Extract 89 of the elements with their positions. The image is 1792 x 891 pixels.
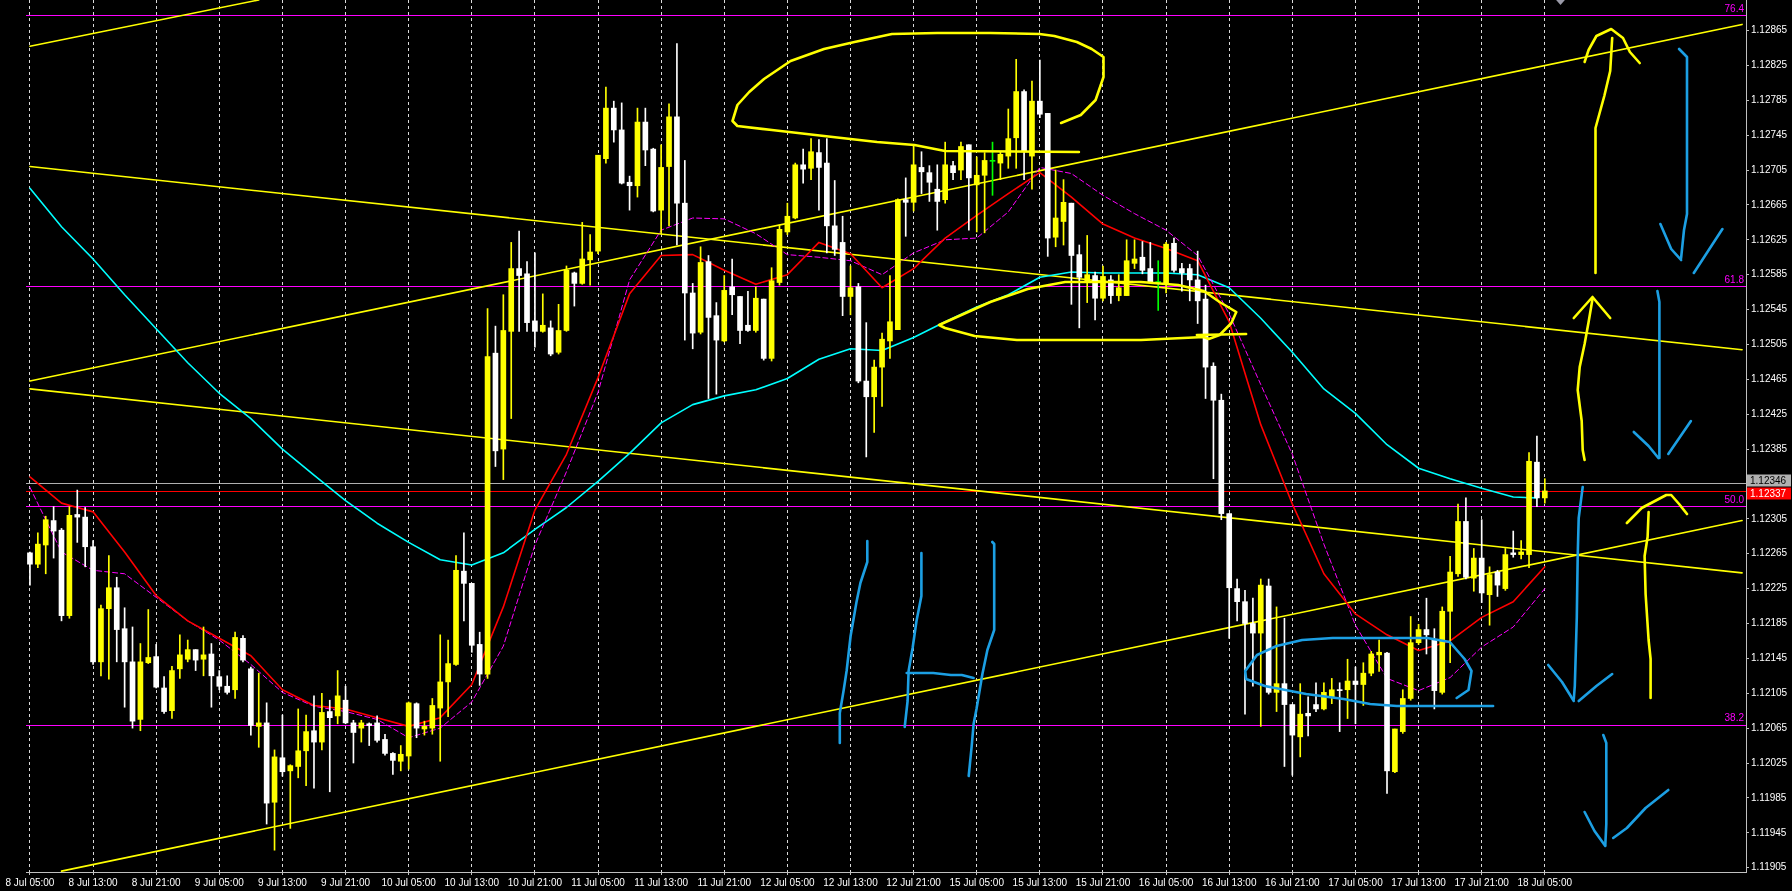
candlestick	[863, 322, 870, 458]
ref-line-label: 1.12346	[1750, 474, 1787, 486]
candlestick	[366, 722, 373, 746]
candlestick	[287, 764, 294, 829]
x-tick-label: 9 Jul 05:00	[194, 876, 245, 888]
x-tick-label: 17 Jul 21:00	[1454, 876, 1510, 888]
y-tick-label: 1.11985	[1751, 791, 1787, 803]
y-tick-label: 1.11905	[1751, 861, 1787, 873]
x-tick-label: 16 Jul 13:00	[1201, 876, 1257, 888]
candlestick	[358, 719, 365, 743]
annotation: 50.0	[1724, 493, 1745, 505]
annotation: 76.4	[1724, 2, 1745, 14]
x-tick-label: 8 Jul 05:00	[5, 876, 55, 888]
y-tick-label: 1.12785	[1751, 94, 1788, 106]
candlestick	[1084, 235, 1091, 303]
candlestick	[445, 639, 451, 718]
ref-line-label: 1.12337	[1750, 487, 1787, 499]
candlestick	[816, 139, 822, 211]
candlestick	[1305, 696, 1311, 737]
candlestick	[887, 275, 893, 359]
y-tick-label: 1.12065	[1751, 721, 1788, 733]
x-tick-label: 8 Jul 21:00	[131, 876, 182, 888]
x-tick-label: 12 Jul 05:00	[760, 876, 816, 888]
x-tick-label: 9 Jul 13:00	[257, 876, 308, 888]
y-tick-label: 1.12185	[1751, 617, 1788, 629]
x-tick-label: 9 Jul 21:00	[321, 876, 371, 888]
x-tick-label: 16 Jul 21:00	[1265, 876, 1321, 888]
y-tick-label: 1.12305	[1751, 512, 1788, 524]
x-tick-label: 18 Jul 05:00	[1517, 876, 1573, 888]
x-tick-label: 11 Jul 13:00	[634, 876, 689, 888]
y-tick-label: 1.12825	[1751, 59, 1788, 71]
candlestick	[587, 234, 593, 286]
y-tick-label: 1.12265	[1751, 547, 1788, 559]
x-tick-label: 16 Jul 05:00	[1138, 876, 1194, 888]
candlestick	[934, 164, 941, 231]
x-tick-label: 12 Jul 13:00	[823, 876, 879, 888]
candlestick	[1518, 540, 1524, 560]
candlestick	[74, 489, 81, 543]
x-tick-label: 17 Jul 05:00	[1328, 876, 1384, 888]
x-tick-label: 15 Jul 21:00	[1075, 876, 1131, 888]
y-tick-label: 1.12465	[1751, 373, 1788, 385]
y-tick-label: 1.12865	[1751, 24, 1788, 36]
candlestick	[326, 699, 333, 793]
candlestick	[902, 177, 909, 237]
candlestick	[106, 555, 112, 680]
y-tick-label: 1.12025	[1751, 756, 1788, 768]
y-tick-label: 1.12505	[1751, 338, 1788, 350]
x-tick-label: 11 Jul 05:00	[571, 876, 626, 888]
y-tick-label: 1.12745	[1751, 128, 1788, 140]
x-tick-label: 10 Jul 05:00	[381, 876, 437, 888]
x-tick-label: 17 Jul 13:00	[1391, 876, 1447, 888]
candlestick	[800, 148, 806, 184]
y-tick-label: 1.12705	[1751, 163, 1788, 175]
candlestick	[1336, 682, 1343, 732]
candlestick	[145, 609, 152, 664]
candlestick	[255, 672, 262, 748]
candlestick	[1179, 263, 1185, 292]
y-tick-label: 1.11945	[1751, 826, 1787, 838]
candlestick	[1037, 59, 1043, 119]
y-tick-label: 1.12545	[1751, 303, 1788, 315]
y-tick-label: 1.12425	[1751, 407, 1788, 419]
y-tick-label: 1.12585	[1751, 268, 1788, 280]
x-tick-label: 11 Jul 21:00	[697, 876, 752, 888]
x-tick-label: 8 Jul 13:00	[68, 876, 118, 888]
candlestick	[745, 290, 751, 332]
candlestick	[516, 230, 522, 332]
candlestick	[295, 708, 302, 779]
annotation: 61.8	[1724, 273, 1745, 285]
x-tick-label: 10 Jul 13:00	[444, 876, 500, 888]
candlestick	[539, 293, 546, 333]
candlestick	[1313, 682, 1319, 712]
candlestick	[973, 156, 980, 233]
candlestick	[311, 695, 317, 789]
y-tick-label: 1.12385	[1751, 442, 1788, 454]
x-tick-label: 15 Jul 13:00	[1012, 876, 1068, 888]
x-tick-label: 12 Jul 21:00	[886, 876, 942, 888]
y-tick-label: 1.12105	[1751, 686, 1788, 698]
x-tick-label: 15 Jul 05:00	[949, 876, 1005, 888]
annotation: 38.2	[1724, 712, 1745, 724]
candlestick	[1250, 597, 1256, 687]
y-tick-label: 1.12625	[1751, 233, 1788, 245]
candlestick	[461, 532, 467, 622]
y-tick-label: 1.12225	[1751, 582, 1788, 594]
candlestick	[1376, 639, 1382, 672]
candlestick	[729, 258, 735, 316]
x-tick-label: 10 Jul 21:00	[507, 876, 563, 888]
y-tick-label: 1.12665	[1751, 198, 1788, 210]
y-tick-label: 1.12145	[1751, 652, 1788, 664]
candlestick	[437, 634, 444, 762]
